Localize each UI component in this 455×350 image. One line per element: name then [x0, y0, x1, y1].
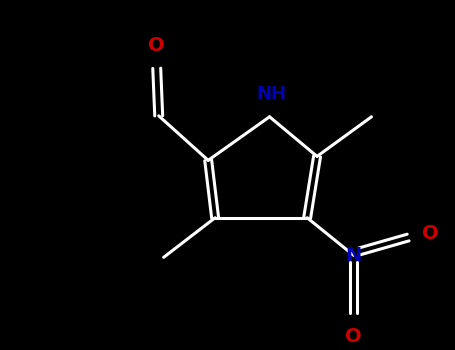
Text: O: O — [345, 327, 362, 345]
Text: O: O — [148, 36, 165, 55]
Text: O: O — [422, 224, 439, 243]
Text: NH: NH — [257, 85, 287, 103]
Text: N: N — [345, 246, 362, 265]
